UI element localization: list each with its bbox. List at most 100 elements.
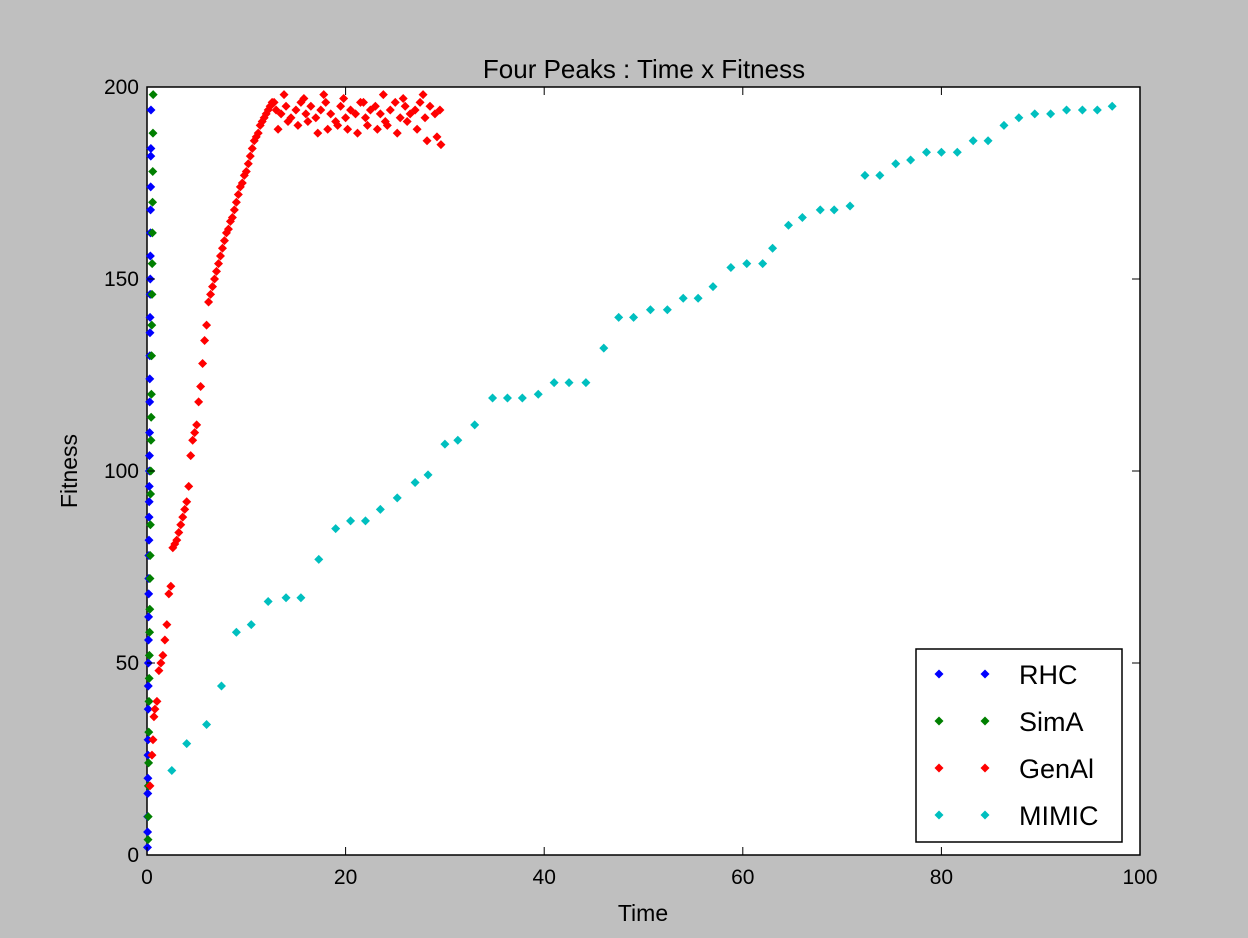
- data-point: [144, 535, 154, 545]
- data-point: [147, 289, 157, 299]
- y-tick-label: 0: [127, 844, 139, 867]
- data-point: [360, 516, 370, 526]
- data-point: [146, 412, 156, 422]
- data-point: [216, 681, 226, 691]
- legend-box: [915, 648, 1123, 843]
- data-point: [146, 151, 156, 161]
- data-point: [768, 243, 778, 253]
- data-point: [148, 735, 158, 745]
- data-point: [202, 719, 212, 729]
- data-point: [353, 128, 363, 138]
- data-point: [148, 128, 158, 138]
- data-point: [241, 166, 251, 176]
- data-point: [182, 497, 192, 507]
- data-point: [143, 704, 153, 714]
- data-point: [502, 393, 512, 403]
- data-point: [146, 489, 156, 499]
- data-point: [306, 101, 316, 111]
- data-point: [227, 213, 237, 223]
- data-point: [1014, 113, 1024, 123]
- data-point: [145, 781, 155, 791]
- data-point: [202, 320, 212, 330]
- chart-title: Four Peaks : Time x Fitness: [483, 54, 805, 84]
- data-point: [581, 378, 591, 388]
- data-point: [213, 259, 223, 269]
- data-point: [488, 393, 498, 403]
- data-point: [144, 451, 154, 461]
- data-point: [178, 512, 188, 522]
- data-point: [146, 143, 156, 153]
- data-point: [147, 750, 157, 760]
- x-tick-label: 20: [334, 866, 357, 889]
- data-point: [392, 493, 402, 503]
- data-point: [291, 105, 301, 115]
- data-point: [145, 251, 155, 261]
- y-tick-label: 50: [116, 652, 139, 675]
- legend-marker: [980, 763, 990, 773]
- y-tick-label: 100: [104, 460, 139, 483]
- legend-marker: [980, 716, 990, 726]
- data-point: [453, 435, 463, 445]
- data-point: [1062, 105, 1072, 115]
- data-point: [410, 105, 420, 115]
- data-point: [145, 574, 155, 584]
- data-point: [321, 97, 331, 107]
- data-point: [341, 113, 351, 123]
- data-point: [145, 520, 155, 530]
- data-point: [146, 435, 156, 445]
- y-axis-label: Fitness: [56, 434, 82, 508]
- data-point: [143, 773, 153, 783]
- data-point: [212, 266, 222, 276]
- data-point: [375, 504, 385, 514]
- data-point: [192, 420, 202, 430]
- data-point: [144, 589, 154, 599]
- data-point: [219, 236, 229, 246]
- data-point: [412, 124, 422, 134]
- data-point: [145, 550, 155, 560]
- data-point: [758, 259, 768, 269]
- data-point: [190, 428, 200, 438]
- y-tick-label: 150: [104, 268, 139, 291]
- data-point: [145, 428, 155, 438]
- data-point: [279, 90, 289, 100]
- data-point: [952, 147, 962, 157]
- data-point: [145, 374, 155, 384]
- data-point: [145, 604, 155, 614]
- data-point: [316, 105, 326, 115]
- data-point: [378, 90, 388, 100]
- data-point: [420, 113, 430, 123]
- data-point: [143, 735, 153, 745]
- data-point: [564, 378, 574, 388]
- data-point: [143, 635, 153, 645]
- data-point: [783, 220, 793, 230]
- data-point: [1107, 101, 1117, 111]
- data-point: [263, 597, 273, 607]
- data-point: [326, 109, 336, 119]
- legend-marker: [980, 810, 990, 820]
- data-point: [645, 305, 655, 315]
- data-point: [385, 105, 395, 115]
- data-point: [517, 393, 527, 403]
- data-point: [166, 581, 176, 591]
- data-point: [390, 97, 400, 107]
- data-point: [196, 382, 206, 392]
- data-point: [339, 94, 349, 104]
- data-point: [143, 827, 153, 837]
- data-point: [172, 535, 182, 545]
- legend-marker: [934, 716, 944, 726]
- data-point: [362, 120, 372, 130]
- data-point: [223, 224, 233, 234]
- data-point: [283, 117, 293, 127]
- data-point: [144, 673, 154, 683]
- data-point: [331, 524, 341, 534]
- x-axis-label: Time: [618, 900, 668, 926]
- data-point: [194, 397, 204, 407]
- data-point: [144, 696, 154, 706]
- data-point: [148, 166, 158, 176]
- data-point: [968, 136, 978, 146]
- data-point: [217, 243, 227, 253]
- legend-label: GenAl: [1019, 754, 1094, 784]
- data-point: [174, 527, 184, 537]
- data-point: [319, 90, 329, 100]
- data-point: [533, 389, 543, 399]
